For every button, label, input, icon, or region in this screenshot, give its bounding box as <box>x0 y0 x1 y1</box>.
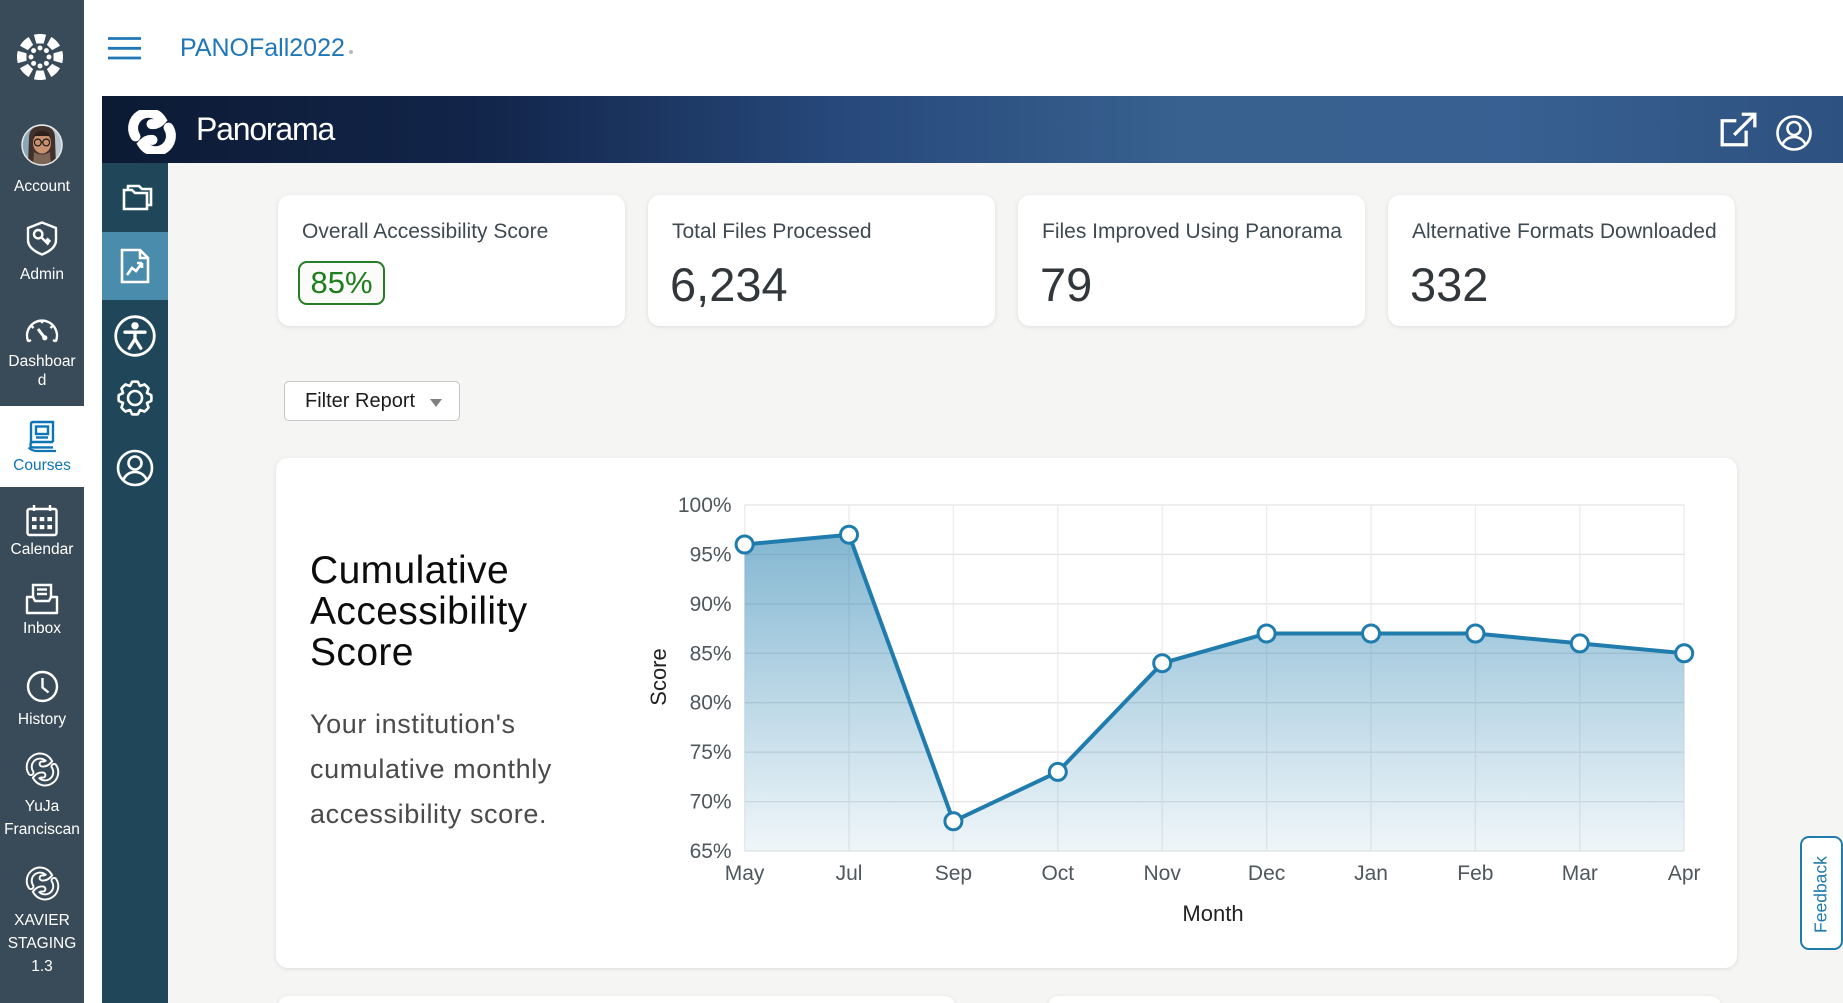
svg-text:Oct: Oct <box>1041 862 1074 885</box>
svg-text:Jan: Jan <box>1354 862 1388 885</box>
svg-text:Apr: Apr <box>1668 862 1701 885</box>
svg-text:Month: Month <box>1182 901 1243 926</box>
svg-text:May: May <box>725 862 765 885</box>
svg-text:Sep: Sep <box>935 862 972 885</box>
svg-text:90%: 90% <box>690 593 732 616</box>
svg-text:100%: 100% <box>678 494 732 517</box>
svg-text:Dec: Dec <box>1248 862 1285 885</box>
svg-text:Nov: Nov <box>1144 862 1182 885</box>
svg-text:75%: 75% <box>690 741 732 764</box>
svg-text:Jul: Jul <box>836 862 863 885</box>
svg-text:Mar: Mar <box>1562 862 1598 885</box>
svg-text:85%: 85% <box>690 642 732 665</box>
svg-text:80%: 80% <box>690 692 732 715</box>
svg-text:65%: 65% <box>690 840 732 863</box>
svg-text:95%: 95% <box>690 543 732 566</box>
svg-text:70%: 70% <box>690 791 732 814</box>
svg-text:Feb: Feb <box>1457 862 1493 885</box>
svg-text:Score: Score <box>646 648 671 705</box>
